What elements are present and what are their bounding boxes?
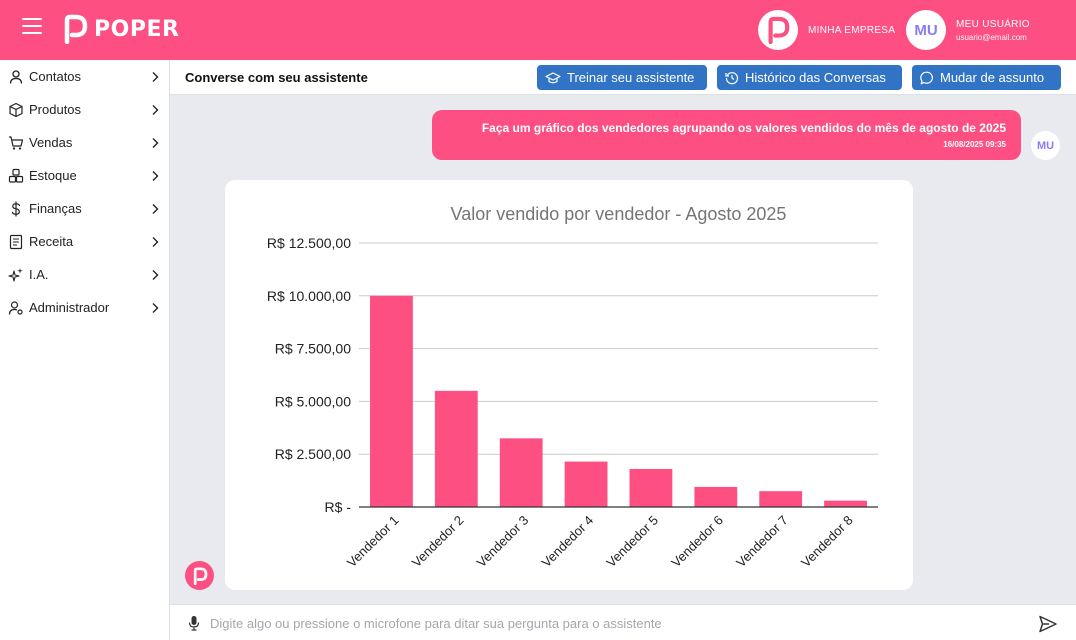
company-name: MINHA EMPRESA [808, 24, 896, 36]
x-tick-label: Vendedor 4 [539, 513, 597, 571]
microphone-icon[interactable] [186, 615, 202, 631]
sidebar-item-receita[interactable]: Receita [0, 225, 170, 258]
chevron-right-icon [152, 71, 159, 82]
company-selector[interactable]: MINHA EMPRESA [758, 10, 895, 50]
x-tick-label: Vendedor 3 [474, 513, 532, 571]
history-icon [725, 71, 739, 84]
user-email: usuario@email.com [956, 32, 1027, 42]
user-gear-icon [8, 300, 23, 315]
sidebar: Contatos Produtos Vendas Estoque Finança… [0, 60, 170, 640]
poper-logo-icon [768, 16, 790, 44]
bar [824, 500, 867, 507]
x-tick-label: Vendedor 8 [798, 513, 856, 571]
sidebar-item-vendas[interactable]: Vendas [0, 126, 170, 159]
poper-logo-icon [64, 14, 88, 44]
assistant-avatar [185, 561, 214, 590]
y-tick-label: R$ 10.000,00 [267, 288, 351, 304]
logo-text: POPER [94, 16, 180, 42]
user-name: MEU USUÁRIO [956, 18, 1030, 30]
x-tick-label: Vendedor 1 [344, 513, 402, 571]
sidebar-item-label: Produtos [29, 102, 82, 117]
brand-logo[interactable]: POPER [62, 14, 179, 44]
chat-header: Converse com seu assistente Treinar seu … [170, 60, 1076, 95]
bar [434, 390, 478, 507]
prompt-bar [170, 604, 1076, 640]
sidebar-item-produtos[interactable]: Produtos [0, 93, 170, 126]
y-tick-label: R$ 5.000,00 [275, 393, 351, 409]
sidebar-item-financas[interactable]: Finanças [0, 192, 170, 225]
poper-logo-icon [193, 566, 207, 585]
history-button[interactable]: Histórico das Conversas [717, 65, 902, 90]
graduation-cap-icon [545, 71, 561, 83]
sidebar-item-administrador[interactable]: Administrador [0, 291, 170, 324]
sidebar-item-label: Receita [29, 234, 74, 249]
sparkles-icon [8, 267, 23, 282]
sidebar-item-label: Contatos [29, 69, 82, 84]
user-icon [9, 69, 23, 84]
receipt-icon [9, 234, 23, 249]
page-title: Converse com seu assistente [185, 70, 368, 85]
dollar-icon [11, 200, 21, 217]
assistant-chart-card: Valor vendido por vendedor - Agosto 2025… [225, 180, 913, 590]
chevron-right-icon [152, 170, 159, 181]
sidebar-item-ia[interactable]: I.A. [0, 258, 170, 291]
bar [370, 295, 413, 507]
top-bar: POPER MINHA EMPRESA MU MEU USUÁRIO usuar… [0, 0, 1076, 60]
chart-title: Valor vendido por vendedor - Agosto 2025 [451, 204, 787, 224]
chevron-right-icon [152, 137, 159, 148]
x-tick-label: Vendedor 5 [603, 513, 661, 571]
bar-chart: Valor vendido por vendedor - Agosto 2025… [267, 204, 878, 571]
avatar: MU [906, 10, 946, 50]
train-assistant-button[interactable]: Treinar seu assistente [537, 65, 707, 90]
send-icon[interactable] [1038, 614, 1058, 634]
company-logo [758, 10, 798, 50]
x-tick-label: Vendedor 6 [668, 513, 726, 571]
train-assistant-label: Treinar seu assistente [567, 70, 695, 85]
box-icon [9, 102, 23, 117]
sidebar-item-label: Estoque [29, 168, 77, 183]
y-tick-label: R$ 7.500,00 [275, 341, 351, 357]
y-tick-label: R$ - [325, 499, 352, 515]
bar [694, 486, 738, 507]
x-tick-label: Vendedor 2 [409, 513, 467, 571]
prompt-input[interactable] [210, 611, 1030, 635]
sidebar-item-label: I.A. [29, 267, 49, 282]
chevron-right-icon [152, 269, 159, 280]
cart-icon [9, 135, 24, 150]
boxes-icon [8, 168, 24, 183]
sidebar-item-estoque[interactable]: Estoque [0, 159, 170, 192]
user-menu[interactable]: MU MEU USUÁRIO usuario@email.com [906, 10, 1030, 50]
chevron-right-icon [152, 104, 159, 115]
user-message-text: Faça um gráfico dos vendedores agrupando… [481, 121, 1006, 135]
change-subject-label: Mudar de assunto [940, 70, 1045, 85]
bar [499, 438, 543, 507]
bar [629, 468, 673, 507]
chevron-right-icon [152, 302, 159, 313]
chat-bubble-icon [920, 71, 933, 84]
chevron-right-icon [152, 236, 159, 247]
chevron-right-icon [152, 203, 159, 214]
change-subject-button[interactable]: Mudar de assunto [912, 65, 1061, 90]
avatar: MU [1031, 131, 1060, 160]
x-tick-label: Vendedor 7 [733, 513, 791, 571]
message-timestamp: 16/08/2025 09:35 [943, 140, 1006, 149]
menu-icon[interactable] [22, 18, 42, 36]
bar [564, 461, 608, 507]
y-tick-label: R$ 2.500,00 [275, 446, 351, 462]
user-message-bubble: Faça um gráfico dos vendedores agrupando… [432, 110, 1021, 160]
sidebar-item-contatos[interactable]: Contatos [0, 60, 170, 93]
y-tick-label: R$ 12.500,00 [267, 235, 351, 251]
bar [759, 491, 803, 507]
history-label: Histórico das Conversas [745, 70, 886, 85]
sidebar-item-label: Finanças [29, 201, 82, 216]
sidebar-item-label: Administrador [29, 300, 110, 315]
sidebar-item-label: Vendas [29, 135, 73, 150]
